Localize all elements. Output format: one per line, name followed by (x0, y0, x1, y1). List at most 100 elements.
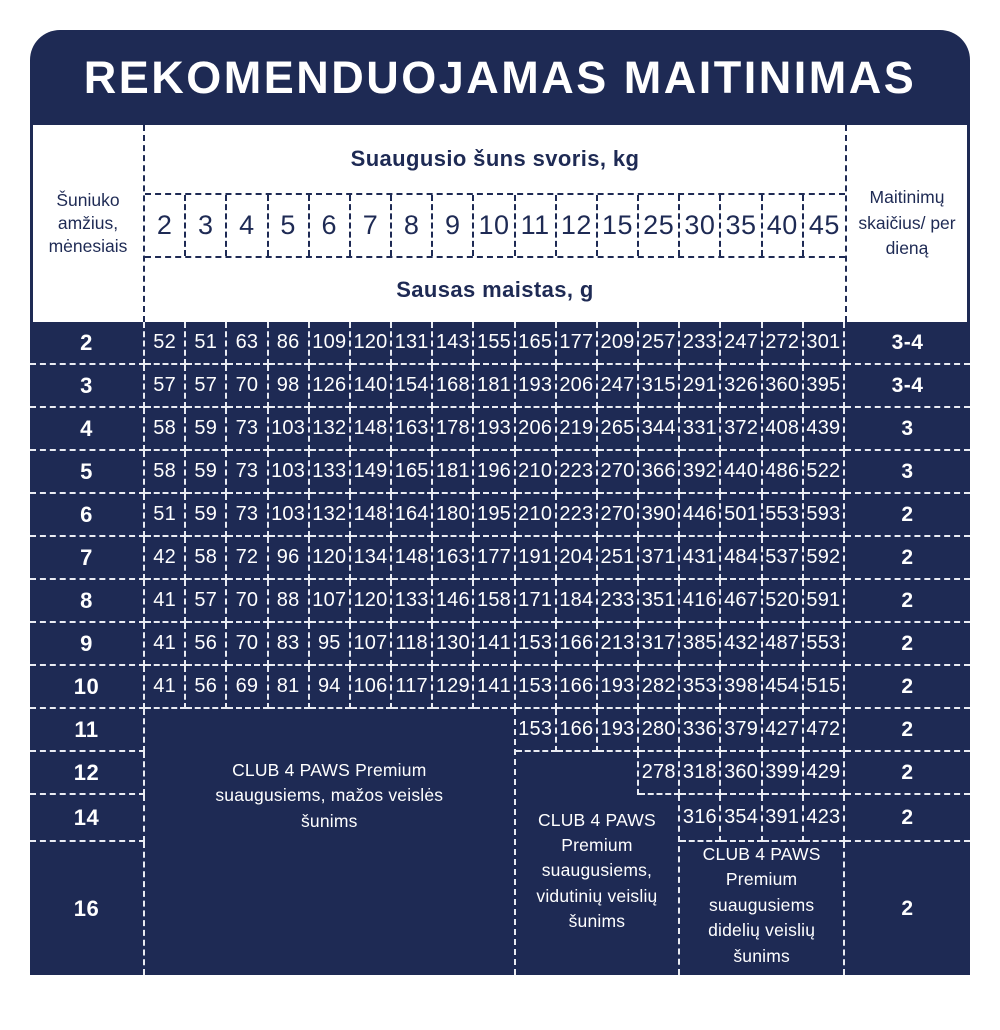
food-amount-cell: 233 (597, 580, 640, 623)
age-cell: 5 (30, 451, 145, 494)
weight-col-header: 9 (433, 195, 475, 256)
food-amount-cell: 265 (597, 408, 640, 451)
age-cell: 11 (30, 709, 145, 752)
food-amount-cell: 57 (186, 580, 228, 623)
food-amount-cell: 168 (433, 365, 475, 408)
title-bar: REKOMENDUOJAMAS MAITINIMAS (30, 30, 970, 125)
food-amount-cell: 391 (762, 795, 804, 842)
food-amount-cell: 158 (474, 580, 516, 623)
feedings-cell: 2 (845, 537, 970, 580)
food-amount-cell: 69 (227, 666, 269, 709)
food-amount-cell: 42 (145, 537, 187, 580)
food-amount-cell: 399 (762, 752, 804, 795)
food-amount-cell: 70 (227, 365, 269, 408)
food-amount-cell: 336 (680, 709, 722, 752)
food-amount-cell: 134 (350, 537, 393, 580)
food-amount-cell: 431 (680, 537, 722, 580)
weight-col-header: 25 (639, 195, 681, 256)
food-amount-cell: 103 (268, 451, 310, 494)
food-amount-cell: 141 (474, 666, 516, 709)
food-amount-cell: 131 (392, 322, 434, 365)
food-amount-cell: 103 (268, 494, 310, 537)
food-amount-cell: 593 (803, 494, 845, 537)
food-amount-cell: 398 (721, 666, 763, 709)
dry-food-header: Sausas maistas, g (396, 277, 594, 302)
food-amount-cell: 439 (803, 408, 845, 451)
food-amount-cell: 351 (639, 580, 681, 623)
food-amount-cell: 166 (556, 666, 598, 709)
table-header: Šuniuko amžius, mėnesiais Suaugusio šuns… (30, 125, 970, 322)
weight-col-header: 4 (227, 195, 269, 256)
feedings-cell: 3 (845, 408, 970, 451)
food-amount-cell: 344 (639, 408, 681, 451)
food-amount-cell: 454 (762, 666, 804, 709)
food-amount-cell: 106 (350, 666, 393, 709)
food-amount-cell: 193 (474, 408, 516, 451)
food-amount-cell: 88 (268, 580, 310, 623)
food-amount-cell: 126 (309, 365, 351, 408)
feedings-column-header: Maitinimų skaičius/ per dieną (845, 125, 967, 322)
food-amount-cell: 371 (639, 537, 681, 580)
food-amount-cell: 553 (803, 623, 845, 666)
food-amount-cell: 148 (350, 494, 393, 537)
note-large-breeds: CLUB 4 PAWS Premium suaugusiems didelių … (680, 842, 845, 975)
food-amount-cell: 233 (680, 322, 722, 365)
food-amount-cell: 57 (145, 365, 187, 408)
food-amount-cell: 51 (186, 322, 228, 365)
food-amount-cell: 520 (762, 580, 804, 623)
food-amount-cell: 354 (721, 795, 763, 842)
weight-col-header: 11 (516, 195, 557, 256)
food-amount-cell: 270 (597, 451, 640, 494)
food-amount-cell: 291 (680, 365, 722, 408)
food-amount-cell: 270 (597, 494, 640, 537)
food-amount-cell: 132 (309, 408, 351, 451)
food-amount-cell: 196 (474, 451, 516, 494)
food-amount-cell: 537 (762, 537, 804, 580)
weight-col-header: 2 (145, 195, 187, 256)
food-amount-cell: 282 (639, 666, 681, 709)
food-amount-cell: 58 (145, 408, 187, 451)
food-amount-cell: 316 (680, 795, 722, 842)
food-amount-cell: 95 (309, 623, 351, 666)
food-amount-cell: 72 (227, 537, 269, 580)
feedings-cell: 2 (845, 666, 970, 709)
weight-col-header: 12 (557, 195, 598, 256)
food-amount-cell: 331 (680, 408, 722, 451)
food-amount-cell: 166 (556, 623, 598, 666)
food-amount-cell: 96 (268, 537, 310, 580)
food-amount-cell: 177 (474, 537, 516, 580)
food-amount-cell: 195 (474, 494, 516, 537)
food-amount-cell: 257 (639, 322, 681, 365)
food-amount-cell: 360 (762, 365, 804, 408)
food-amount-cell: 70 (227, 580, 269, 623)
food-amount-cell: 109 (309, 322, 351, 365)
food-amount-cell: 59 (186, 408, 228, 451)
food-amount-cell: 280 (639, 709, 681, 752)
food-amount-cell: 153 (515, 623, 557, 666)
food-amount-cell: 141 (474, 623, 516, 666)
food-amount-cell: 472 (803, 709, 845, 752)
food-amount-cell: 515 (803, 666, 845, 709)
food-amount-cell: 209 (597, 322, 640, 365)
food-amount-cell: 163 (392, 408, 434, 451)
adult-weight-header: Suaugusio šuns svoris, kg (350, 146, 640, 171)
food-amount-cell: 501 (721, 494, 763, 537)
food-amount-cell: 446 (680, 494, 722, 537)
age-cell: 4 (30, 408, 145, 451)
food-amount-cell: 153 (515, 666, 557, 709)
food-amount-cell: 107 (309, 580, 351, 623)
food-amount-cell: 484 (721, 537, 763, 580)
food-amount-cell: 184 (556, 580, 598, 623)
food-amount-cell: 107 (350, 623, 393, 666)
food-amount-cell: 440 (721, 451, 763, 494)
food-amount-cell: 133 (392, 580, 434, 623)
food-amount-cell: 315 (639, 365, 681, 408)
weight-col-header: 10 (474, 195, 516, 256)
food-amount-cell: 301 (803, 322, 845, 365)
weight-col-header: 45 (808, 210, 840, 240)
food-amount-cell: 213 (597, 623, 640, 666)
food-amount-cell: 94 (309, 666, 351, 709)
weight-col-header: 3 (186, 195, 228, 256)
food-amount-cell: 360 (721, 752, 763, 795)
food-amount-cell: 83 (268, 623, 310, 666)
